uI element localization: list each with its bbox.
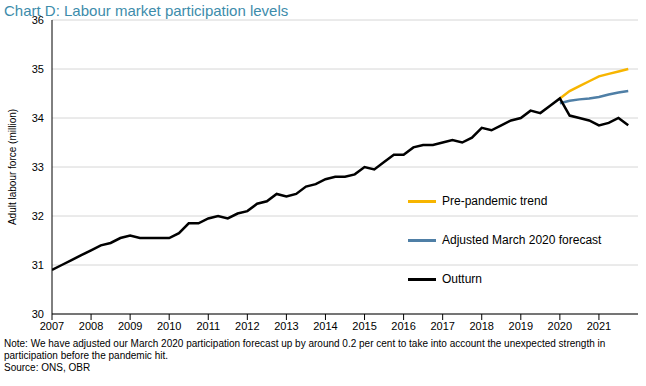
svg-text:2009: 2009 [118,320,142,332]
svg-text:2015: 2015 [352,320,376,332]
svg-text:2019: 2019 [509,320,533,332]
svg-text:2016: 2016 [391,320,415,332]
svg-text:2011: 2011 [196,320,220,332]
svg-text:2018: 2018 [469,320,493,332]
svg-text:2021: 2021 [587,320,611,332]
svg-text:30: 30 [32,308,44,320]
svg-text:36: 36 [32,14,44,26]
svg-text:31: 31 [32,259,44,271]
svg-text:2017: 2017 [430,320,454,332]
svg-text:2008: 2008 [79,320,103,332]
svg-text:2012: 2012 [235,320,259,332]
svg-text:Adult labour force (million): Adult labour force (million) [8,109,18,225]
svg-text:34: 34 [32,112,44,124]
svg-text:2007: 2007 [40,320,64,332]
svg-text:32: 32 [32,210,44,222]
svg-text:33: 33 [32,161,44,173]
svg-text:2020: 2020 [548,320,572,332]
svg-text:2013: 2013 [274,320,298,332]
svg-text:2014: 2014 [313,320,337,332]
svg-text:2010: 2010 [157,320,181,332]
svg-text:35: 35 [32,63,44,75]
